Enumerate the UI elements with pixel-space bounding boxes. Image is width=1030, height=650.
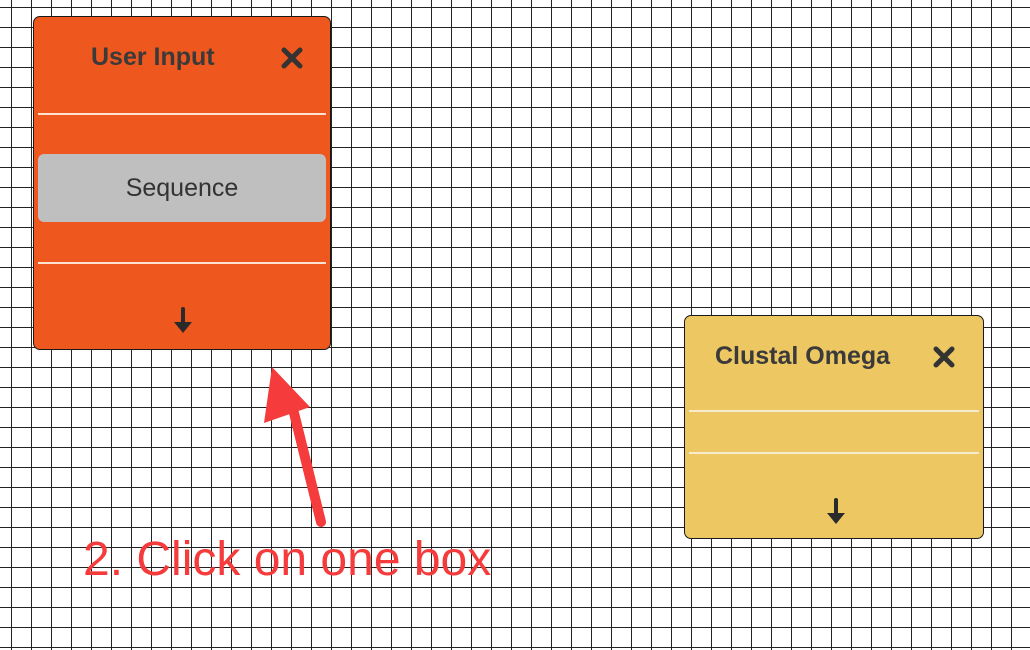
- clustal-omega-node[interactable]: Clustal Omega: [684, 315, 984, 539]
- divider: [689, 452, 979, 454]
- node-title: User Input: [91, 43, 215, 71]
- divider: [689, 410, 979, 412]
- close-icon[interactable]: [279, 45, 305, 71]
- port-label: Sequence: [125, 173, 239, 202]
- annotation-text: 2. Click on one box: [83, 533, 492, 586]
- red-arrow-icon: [264, 367, 326, 527]
- divider: [38, 262, 326, 264]
- node-title: Clustal Omega: [715, 342, 891, 370]
- down-arrow-icon[interactable]: [824, 498, 848, 528]
- user-input-node[interactable]: User Input Sequence: [33, 16, 331, 350]
- close-icon[interactable]: [931, 344, 957, 370]
- sequence-port[interactable]: Sequence: [38, 154, 326, 222]
- divider: [38, 113, 326, 115]
- down-arrow-icon[interactable]: [171, 307, 195, 337]
